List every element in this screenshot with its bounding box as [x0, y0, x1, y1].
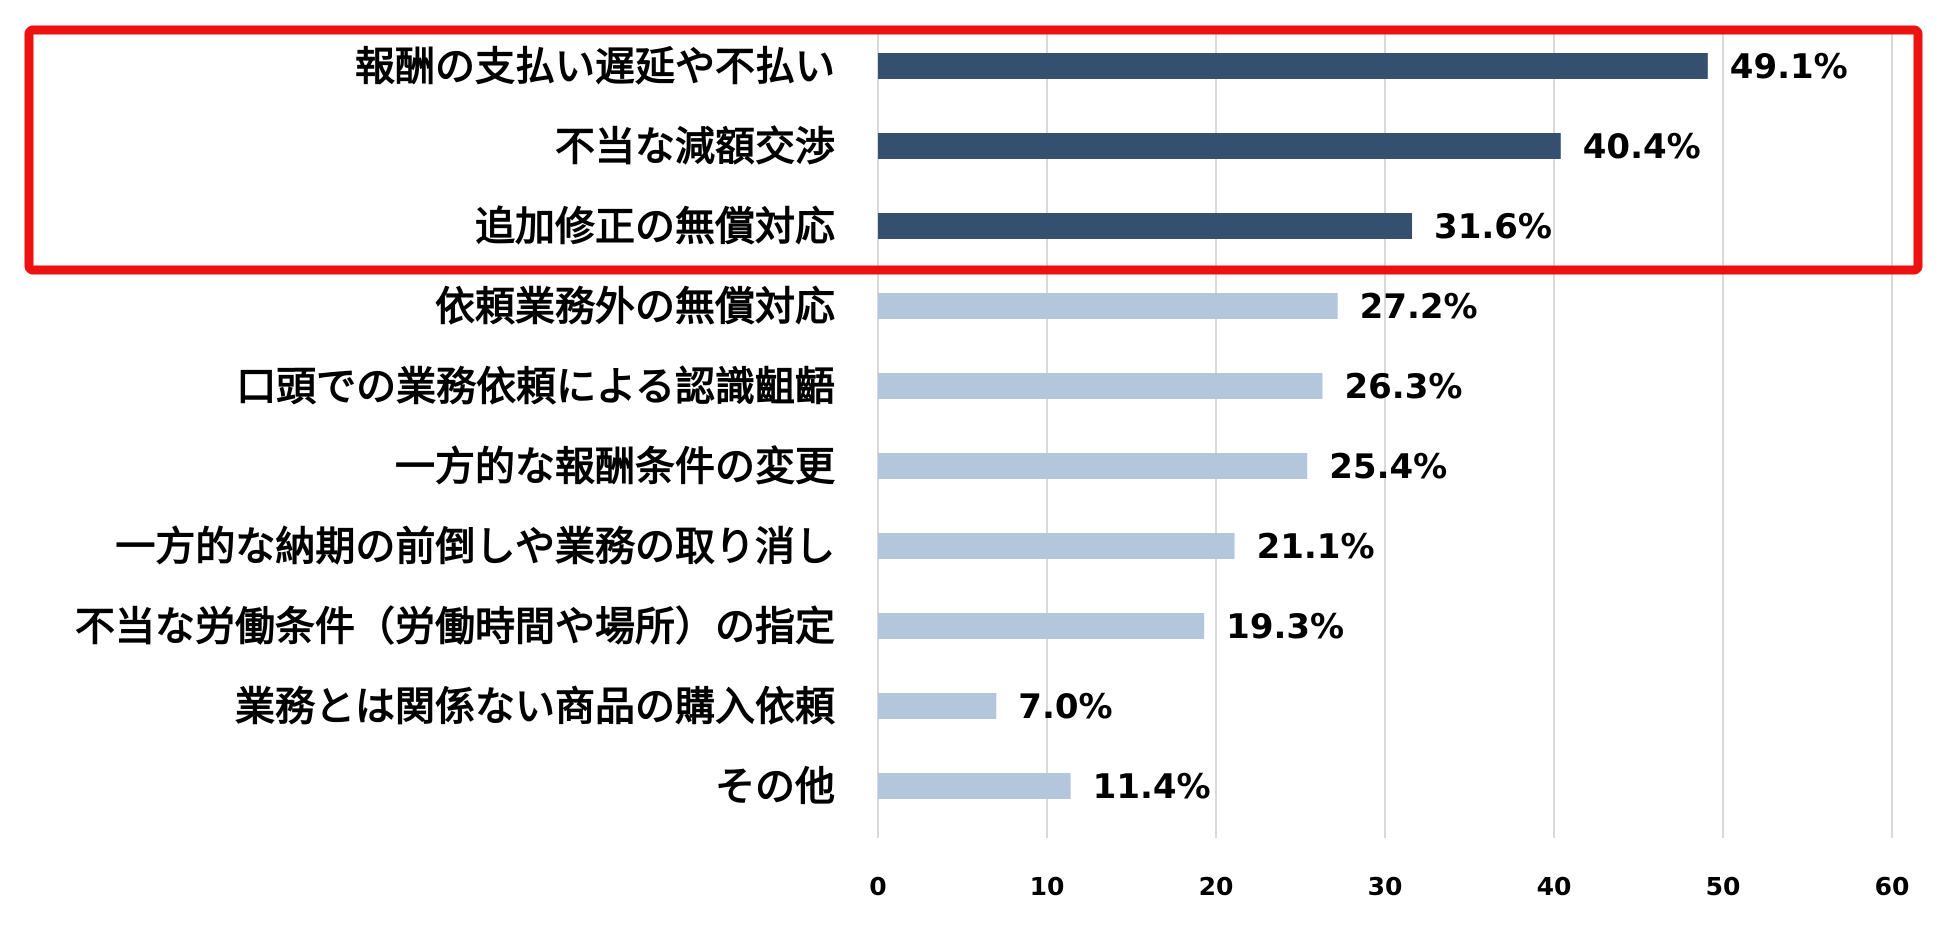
category-label: 追加修正の無償対応 [475, 204, 835, 250]
value-label: 25.4% [1329, 447, 1447, 487]
category-label: 業務とは関係ない商品の購入依頼 [235, 684, 836, 730]
x-tick-label: 60 [1875, 872, 1910, 901]
x-tick-label: 20 [1199, 872, 1234, 901]
bar [878, 213, 1413, 239]
value-label: 49.1% [1730, 47, 1848, 87]
category-label: 不当な減額交渉 [555, 124, 835, 170]
value-label: 19.3% [1226, 607, 1344, 647]
value-label: 31.6% [1434, 207, 1552, 247]
category-label: 口頭での業務依頼による認識齟齬 [236, 364, 835, 410]
value-label: 7.0% [1018, 687, 1112, 727]
value-label: 40.4% [1583, 127, 1701, 167]
category-label: 不当な労働条件（労働時間や場所）の指定 [75, 604, 835, 650]
x-tick-label: 0 [869, 872, 886, 901]
bar [878, 53, 1708, 79]
category-label: 一方的な報酬条件の変更 [395, 444, 836, 490]
bar-series [878, 53, 1708, 799]
category-label: 報酬の支払い遅延や不払い [355, 44, 835, 90]
value-labels: 49.1% 40.4% 31.6% 27.2% 26.3% 25.4% 21.1% 19.3%… [1018, 47, 1847, 807]
x-axis-tick-labels: 0 10 20 30 40 50 60 [869, 872, 1909, 901]
gridlines [877, 28, 1893, 838]
category-label: その他 [715, 764, 835, 810]
highlight-box [24, 25, 1923, 275]
bar [878, 133, 1561, 159]
bar [878, 693, 997, 719]
x-tick-label: 50 [1706, 872, 1741, 901]
bar [878, 773, 1071, 799]
category-label: 依頼業務外の無償対応 [435, 284, 835, 330]
x-tick-label: 40 [1537, 872, 1572, 901]
value-label: 26.3% [1344, 367, 1462, 407]
bar [878, 293, 1338, 319]
x-tick-label: 30 [1368, 872, 1403, 901]
value-label: 21.1% [1257, 527, 1375, 567]
bar [878, 453, 1308, 479]
bar [878, 533, 1235, 559]
x-tick-label: 10 [1030, 872, 1065, 901]
bar [878, 613, 1205, 639]
category-labels: 報酬の支払い遅延や不払い不当な減額交渉追加修正の無償対応依頼業務外の無償対応口頭… [75, 44, 836, 810]
category-label: 一方的な納期の前倒しや業務の取り消し [115, 524, 835, 570]
value-label: 11.4% [1093, 767, 1211, 807]
bar [878, 373, 1323, 399]
value-label: 27.2% [1360, 287, 1478, 327]
